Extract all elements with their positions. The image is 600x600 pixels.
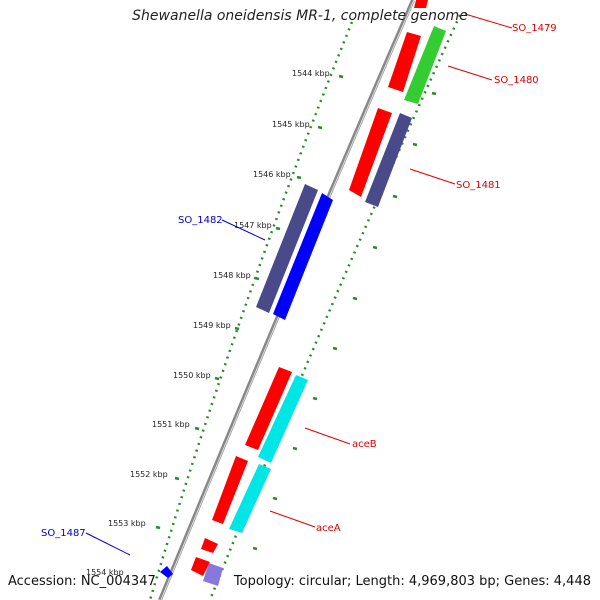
label-so-1480: SO_1480: [494, 75, 539, 86]
gene-navy-1481[interactable]: [365, 113, 412, 207]
gene-so-1481[interactable]: [349, 108, 392, 197]
gene-so-1482-blue[interactable]: [273, 193, 333, 320]
label-so-1487: SO_1487: [41, 528, 86, 539]
scale-label: 1553 kbp: [108, 519, 146, 528]
gene-acea-upper[interactable]: [245, 367, 292, 450]
scale-label: 1545 kbp: [272, 120, 310, 129]
scale-dotted-ring: [148, 21, 354, 600]
scale-label: 1547 kbp: [234, 221, 272, 230]
gene-so-1479[interactable]: [414, 0, 428, 8]
accession-text: Accession: NC_004347: [8, 574, 156, 589]
scale-ticks: [155, 74, 344, 530]
outer-ticks: [252, 91, 437, 551]
gene-so-1487[interactable]: [160, 566, 173, 578]
label-aceb: aceB: [352, 439, 377, 450]
gene-acea-lower[interactable]: [212, 456, 248, 524]
label-so-1481: SO_1481: [456, 180, 501, 191]
scale-label: 1544 kbp: [292, 69, 330, 78]
scale-label: 1546 kbp: [253, 170, 291, 179]
outer-dotted-ring: [208, 14, 462, 600]
gene-small-red-2[interactable]: [191, 557, 210, 576]
gene-lavender[interactable]: [203, 563, 223, 586]
label-so-1479: SO_1479: [512, 23, 557, 34]
label-acea: aceA: [316, 523, 341, 534]
scale-label: 1554 kbp: [86, 568, 124, 577]
gene-aceb[interactable]: [258, 375, 308, 463]
gene-so-1480[interactable]: [404, 26, 446, 104]
gene-small-red-1[interactable]: [201, 538, 218, 553]
gene-so-1482-navy[interactable]: [256, 184, 318, 313]
genome-summary: Topology: circular; Length: 4,969,803 bp…: [233, 574, 591, 589]
gene-acea[interactable]: [229, 464, 271, 533]
scale-label: 1548 kbp: [213, 271, 251, 280]
gene-so-1479b[interactable]: [388, 32, 421, 92]
scale-label: 1549 kbp: [193, 321, 231, 330]
scale-label: 1552 kbp: [130, 470, 168, 479]
leader-lines: [85, 13, 513, 556]
scale-label: 1550 kbp: [173, 371, 211, 380]
label-so-1482: SO_1482: [178, 215, 223, 226]
genome-title: Shewanella oneidensis MR-1, complete gen…: [132, 8, 468, 24]
scale-label: 1551 kbp: [152, 420, 190, 429]
